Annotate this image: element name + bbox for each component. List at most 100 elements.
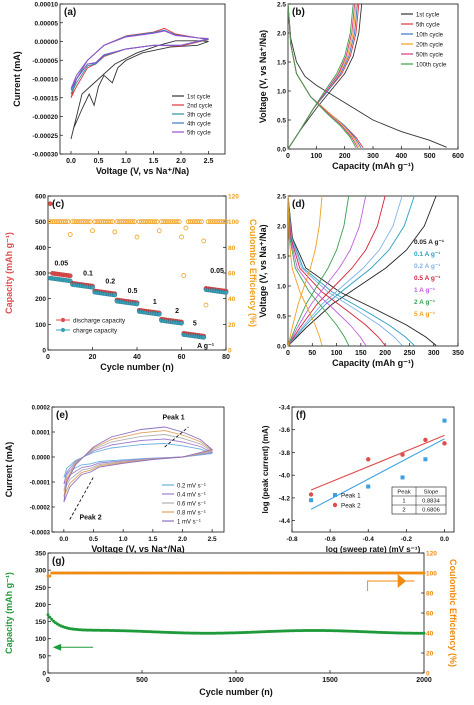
y2-tick-label: 80 [426, 591, 434, 598]
x-tick-label: 50 [308, 350, 316, 357]
x-tick-label: 2.5 [204, 158, 214, 165]
ce-arrowhead [397, 574, 407, 588]
ce-point [76, 219, 82, 225]
panel-b: 0 100 200 300 400 500 600 0.0 0.5 1.0 1.5 2.0 2.5 Cap… [258, 2, 464, 172]
ce-point [208, 219, 213, 225]
x-tick-label: 20 [89, 354, 97, 361]
y-tick-label: 0.0002 [32, 406, 51, 412]
y-tick-label: 100 [35, 636, 46, 643]
y2-axis-label: Coulombic Efficiency (%) [248, 219, 258, 327]
charge-point [179, 320, 184, 326]
ce-point [181, 273, 187, 278]
panel-tag: (e) [56, 410, 68, 421]
y2-tick-label: 80 [228, 245, 236, 252]
x-tick-label: 150 [355, 350, 367, 357]
peak2-point [400, 452, 405, 457]
legend-label: Peak 2 [341, 503, 361, 510]
legend-label: 0.2 A g⁻¹ [414, 263, 440, 270]
peak1-point [366, 484, 371, 489]
peak1-trend-line [164, 426, 189, 448]
ce-point [123, 219, 129, 225]
table-header: Peak [397, 490, 410, 496]
y2-tick-label: 100 [426, 571, 437, 578]
peak2-point [423, 437, 428, 443]
x-tick-label: 1.5 [148, 536, 157, 543]
y-tick-label: 0.00005 [35, 20, 59, 27]
charge-point [201, 335, 207, 340]
discharge-curve-7 [287, 195, 323, 346]
ce-point [196, 219, 202, 225]
y-tick-label: 1.0 [277, 284, 286, 291]
y-tick-label: 0 [42, 348, 46, 355]
x-tick-label: -0.4 [363, 536, 375, 543]
discharge-point [47, 201, 53, 206]
y-tick-label: 200 [35, 602, 46, 609]
ce-point [63, 219, 69, 225]
peak2-annotation: Peak 2 [79, 515, 101, 522]
ce-point [161, 219, 167, 225]
discharge-curve-1 [287, 195, 437, 346]
x-tick-label: 80 [222, 354, 230, 361]
y-tick-label: 0.0001 [32, 431, 51, 437]
y-tick-label: 250 [35, 585, 46, 592]
x-tick-label: 500 [424, 153, 436, 160]
y-tick-label: 0 [42, 671, 46, 678]
y-tick-label: -0.0001 [30, 481, 51, 487]
cv-curve-4 [63, 430, 214, 497]
slope-table [391, 486, 447, 515]
legend-label: 20th cycle [416, 43, 444, 49]
y-tick-label: -4.2 [279, 495, 291, 502]
legend-label: 5 A g⁻¹ [414, 311, 435, 318]
x-tick-label: 2.0 [178, 536, 187, 543]
ce-point [54, 219, 60, 225]
ce-point [194, 219, 200, 225]
legend-label: 2 A g⁻¹ [414, 299, 435, 306]
ce-point [119, 219, 124, 225]
ce-point [58, 219, 64, 225]
y-tick-label: 2.0 [277, 31, 286, 38]
y-axis-label: Capacity (mAh g⁻¹) [4, 232, 14, 314]
ce-point [103, 219, 109, 225]
ce-point [165, 219, 171, 225]
legend-label: 0.4 mV s⁻¹ [177, 493, 206, 499]
y-tick-label: -4.4 [279, 518, 291, 525]
cv-curve-5 [63, 426, 214, 503]
x-tick-label: -0.8 [286, 536, 298, 543]
y2-tick-label: 60 [426, 611, 434, 618]
ce-point [163, 219, 169, 225]
x-tick-label: 100 [310, 153, 322, 160]
legend-label: 5th cycle [187, 131, 211, 137]
ce-point [199, 219, 204, 225]
legend-label: 1st cycle [416, 13, 440, 19]
plot-frame [47, 552, 425, 674]
ce-point [134, 234, 140, 240]
x-tick-label: 1.0 [119, 536, 128, 543]
charge-curve-6 [287, 195, 350, 347]
rate-unit-label: A g⁻¹ [197, 343, 215, 350]
legend-label: 0.2 mV s⁻¹ [177, 484, 206, 490]
x-tick-label: 1500 [322, 677, 338, 684]
y-tick-label: 2.5 [277, 194, 286, 201]
legend-label: 2nd cycle [187, 104, 213, 110]
x-axis-label: log (sweep rate) (mV s⁻¹) [326, 545, 421, 554]
y-axis-label: log (peak current) (mA) [261, 425, 270, 513]
capacity-point [48, 615, 52, 619]
ce-point [105, 219, 111, 225]
ce-point [52, 219, 58, 225]
x-tick-label: 400 [395, 153, 407, 160]
ce-point [223, 219, 229, 225]
x-tick-label: -0.6 [325, 536, 337, 543]
ce-point [101, 219, 107, 225]
y-tick-label: -3.4 [279, 405, 291, 412]
y-tick-label: -0.00025 [32, 133, 58, 140]
ce-point [422, 571, 426, 575]
charge-curve-7 [287, 195, 323, 347]
legend-label: charge capacity [73, 328, 118, 335]
ce-point [72, 219, 78, 225]
rate-label: 0.5 [128, 288, 138, 295]
table-cell: 0.6806 [422, 508, 440, 514]
y-tick-label: 0.0 [277, 147, 286, 154]
x-axis-label: Capacity (mAh g⁻¹) [332, 358, 414, 368]
y-tick-label: 1.5 [277, 60, 286, 67]
ce-point [156, 228, 162, 234]
